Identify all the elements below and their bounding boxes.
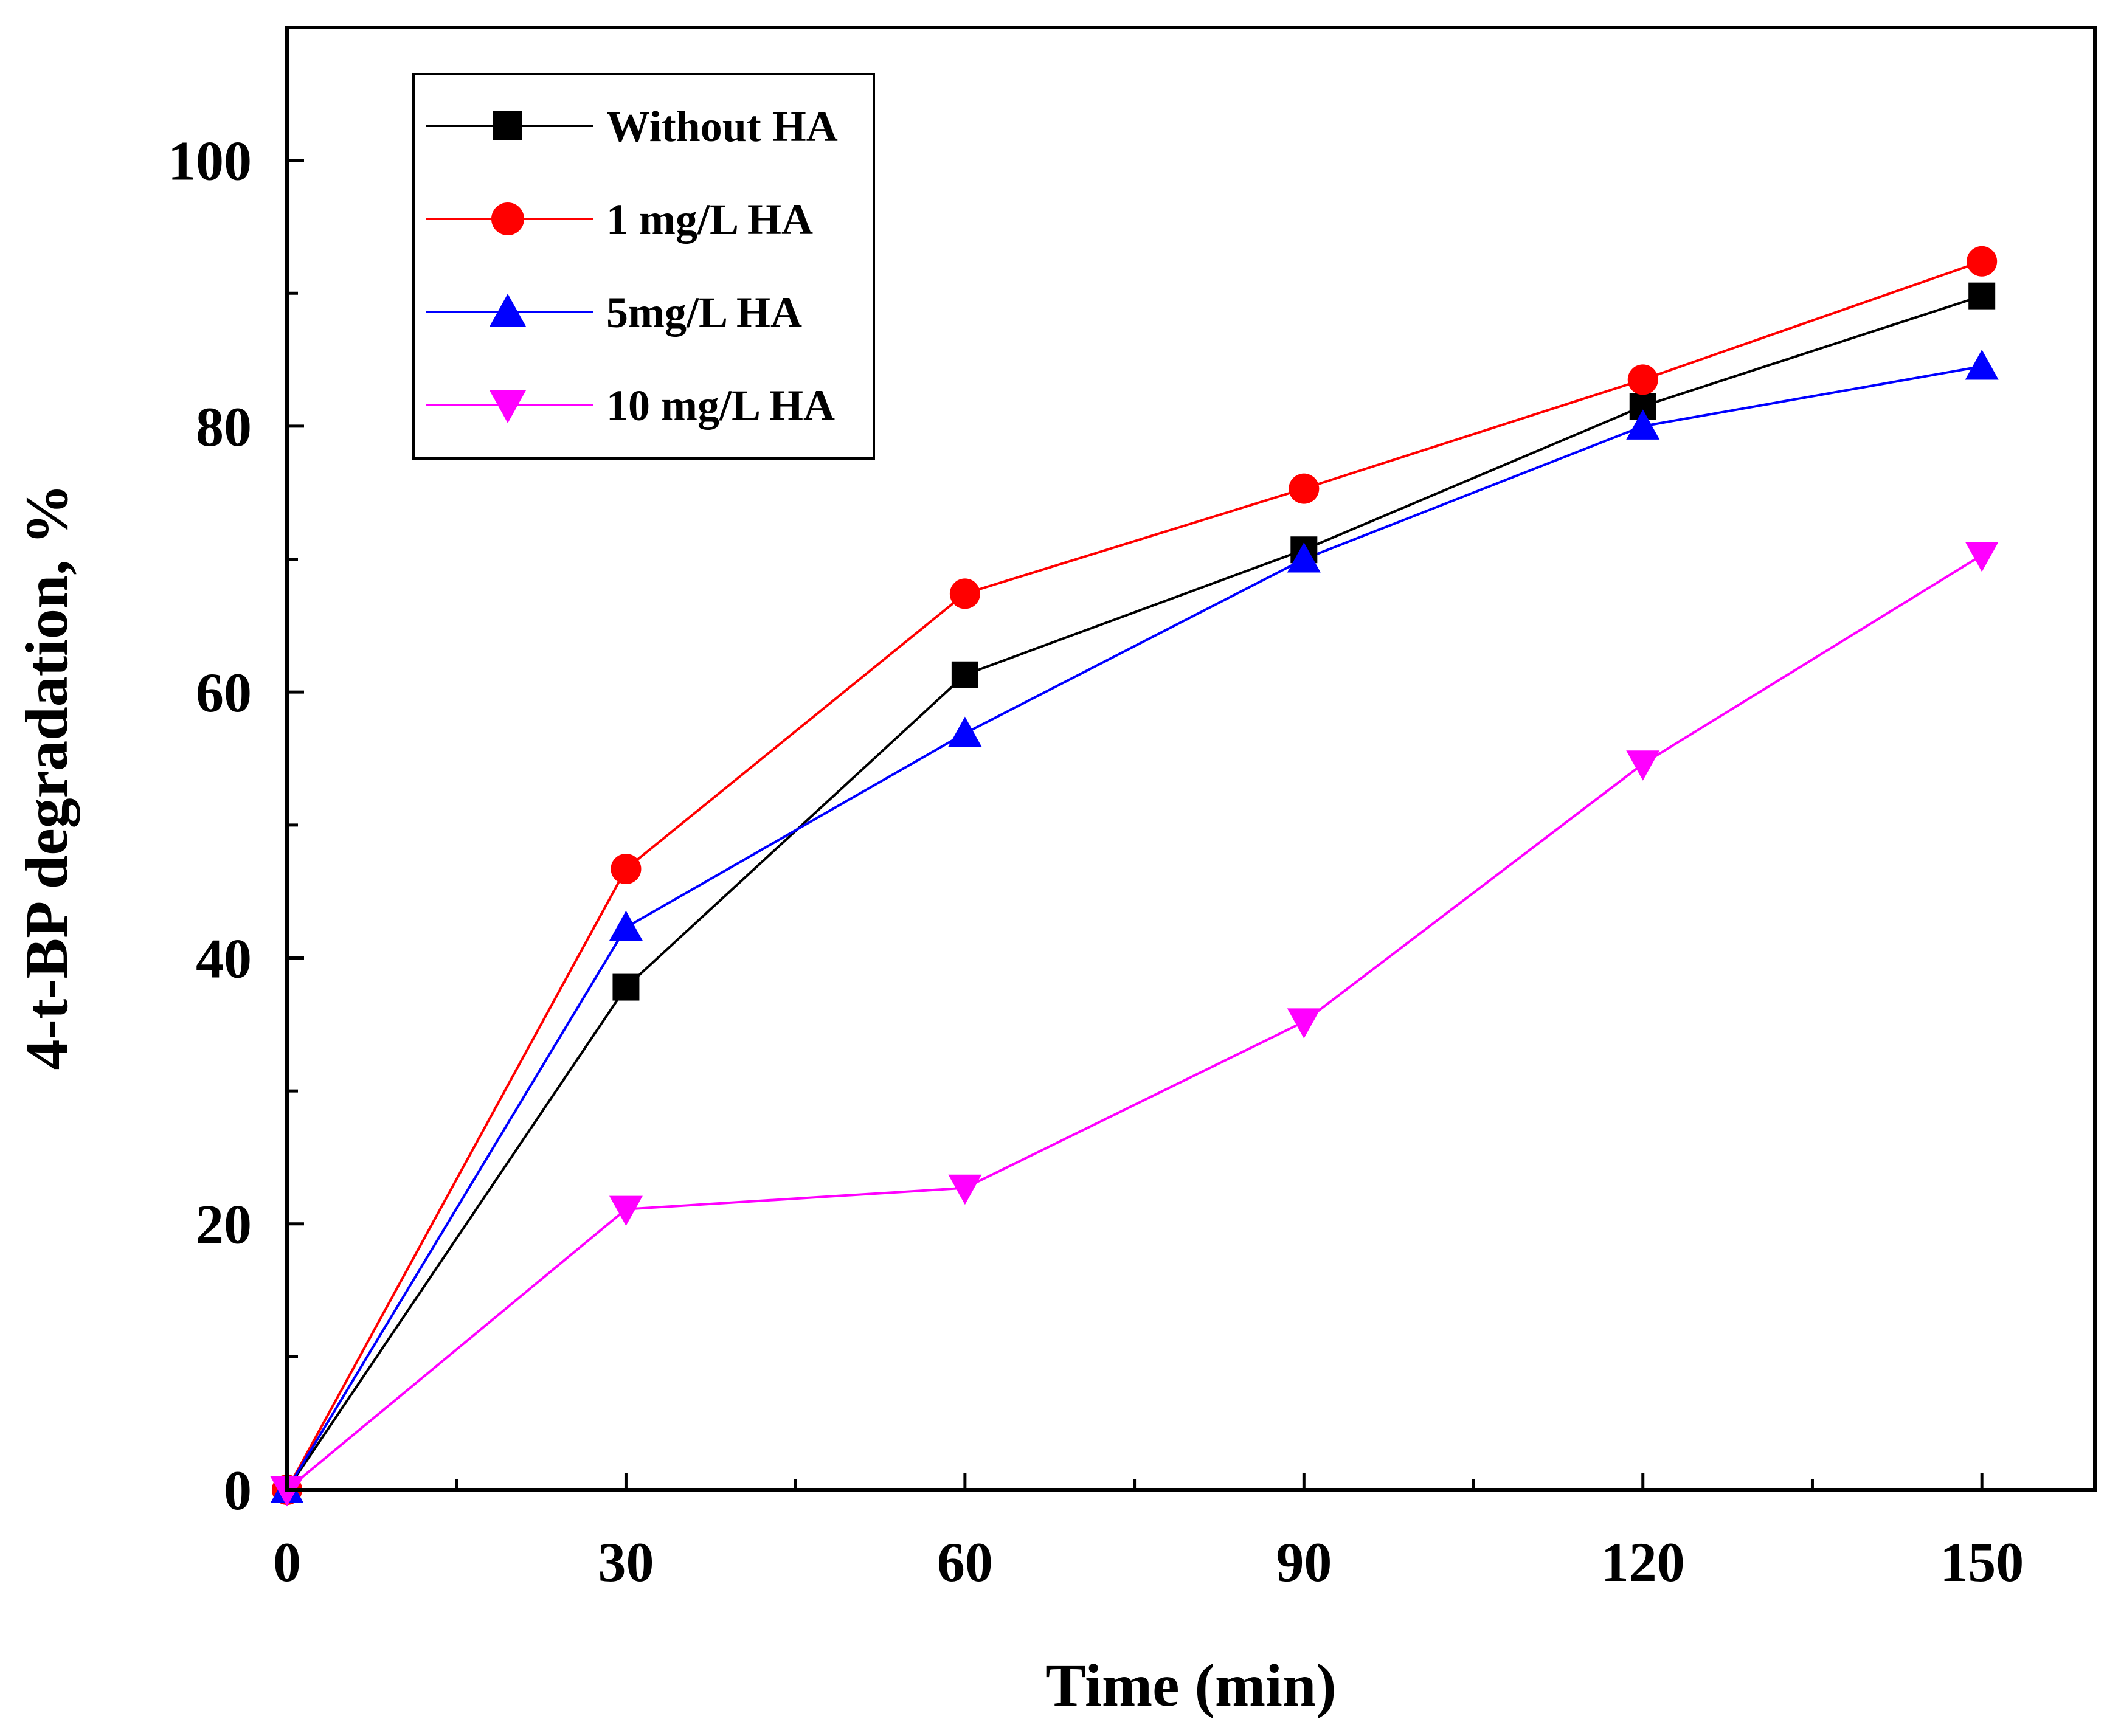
legend-label-5mg-l-ha: 5mg/L HA: [606, 288, 802, 337]
data-point-10-mg-l-ha: [609, 1195, 643, 1226]
legend-label-10-mg-l-ha: 10 mg/L HA: [606, 381, 835, 430]
y-tick-label: 40: [196, 927, 252, 989]
x-tick-label: 30: [598, 1531, 654, 1593]
data-point-10-mg-l-ha: [1965, 541, 1999, 572]
data-point-5mg-l-ha: [609, 910, 643, 941]
data-point-1-mg-l-ha: [611, 853, 642, 884]
series-line-5mg-l-ha: [286, 365, 1982, 1491]
legend-box: [412, 73, 875, 460]
x-axis-title: Time (min): [1045, 1651, 1337, 1719]
data-point-5mg-l-ha: [1287, 542, 1321, 573]
series-markers: [270, 246, 1999, 1507]
legend-marker-without-ha: [493, 111, 522, 140]
x-tick-label: 0: [273, 1531, 301, 1593]
legend-marker-5mg-l-ha: [490, 294, 526, 327]
data-point-10-mg-l-ha: [1287, 1008, 1321, 1039]
y-tick-label: 0: [224, 1459, 252, 1521]
legend-marker-1-mg-l-ha: [491, 202, 524, 235]
data-point-1-mg-l-ha: [1627, 364, 1658, 395]
x-tick-label: 120: [1601, 1531, 1685, 1593]
data-point-5mg-l-ha: [948, 716, 982, 747]
data-point-without-ha: [612, 973, 640, 1001]
data-point-without-ha: [1968, 282, 1996, 310]
data-point-1-mg-l-ha: [949, 578, 980, 609]
data-point-1-mg-l-ha: [1289, 473, 1320, 504]
data-point-10-mg-l-ha: [948, 1174, 982, 1205]
data-point-without-ha: [951, 661, 978, 688]
data-point-1-mg-l-ha: [1967, 246, 1998, 277]
data-point-5mg-l-ha: [1965, 350, 1999, 380]
y-tick-label: 20: [196, 1194, 252, 1256]
data-point-10-mg-l-ha: [1626, 750, 1660, 781]
series-lines: [286, 260, 1983, 1491]
x-tick-label: 150: [1940, 1531, 2024, 1593]
data-point-5mg-l-ha: [1626, 409, 1660, 440]
y-tick-label: 80: [196, 396, 252, 458]
tick-labels: 0 30 60 90 120 150 0 20 40 60 80 100: [168, 130, 2024, 1593]
y-axis-title: 4-t-BP degradation, %: [13, 484, 80, 1070]
legend: Without HA 1 mg/L HA 5mg/L HA 10 mg/L HA: [412, 73, 875, 460]
series-line-without-ha: [286, 294, 1982, 1491]
y-tick-label: 60: [196, 662, 252, 724]
x-tick-label: 60: [937, 1531, 993, 1593]
series-line-10-mg-l-ha: [286, 554, 1983, 1491]
legend-marker-10-mg-l-ha: [490, 390, 526, 423]
legend-label-1-mg-l-ha: 1 mg/L HA: [606, 195, 813, 244]
legend-label-without-ha: Without HA: [606, 102, 838, 151]
y-tick-label: 100: [168, 130, 252, 192]
plot-frame: [285, 26, 2097, 1492]
series-line-1-mg-l-ha: [286, 260, 1982, 1490]
x-tick-label: 90: [1276, 1531, 1332, 1593]
